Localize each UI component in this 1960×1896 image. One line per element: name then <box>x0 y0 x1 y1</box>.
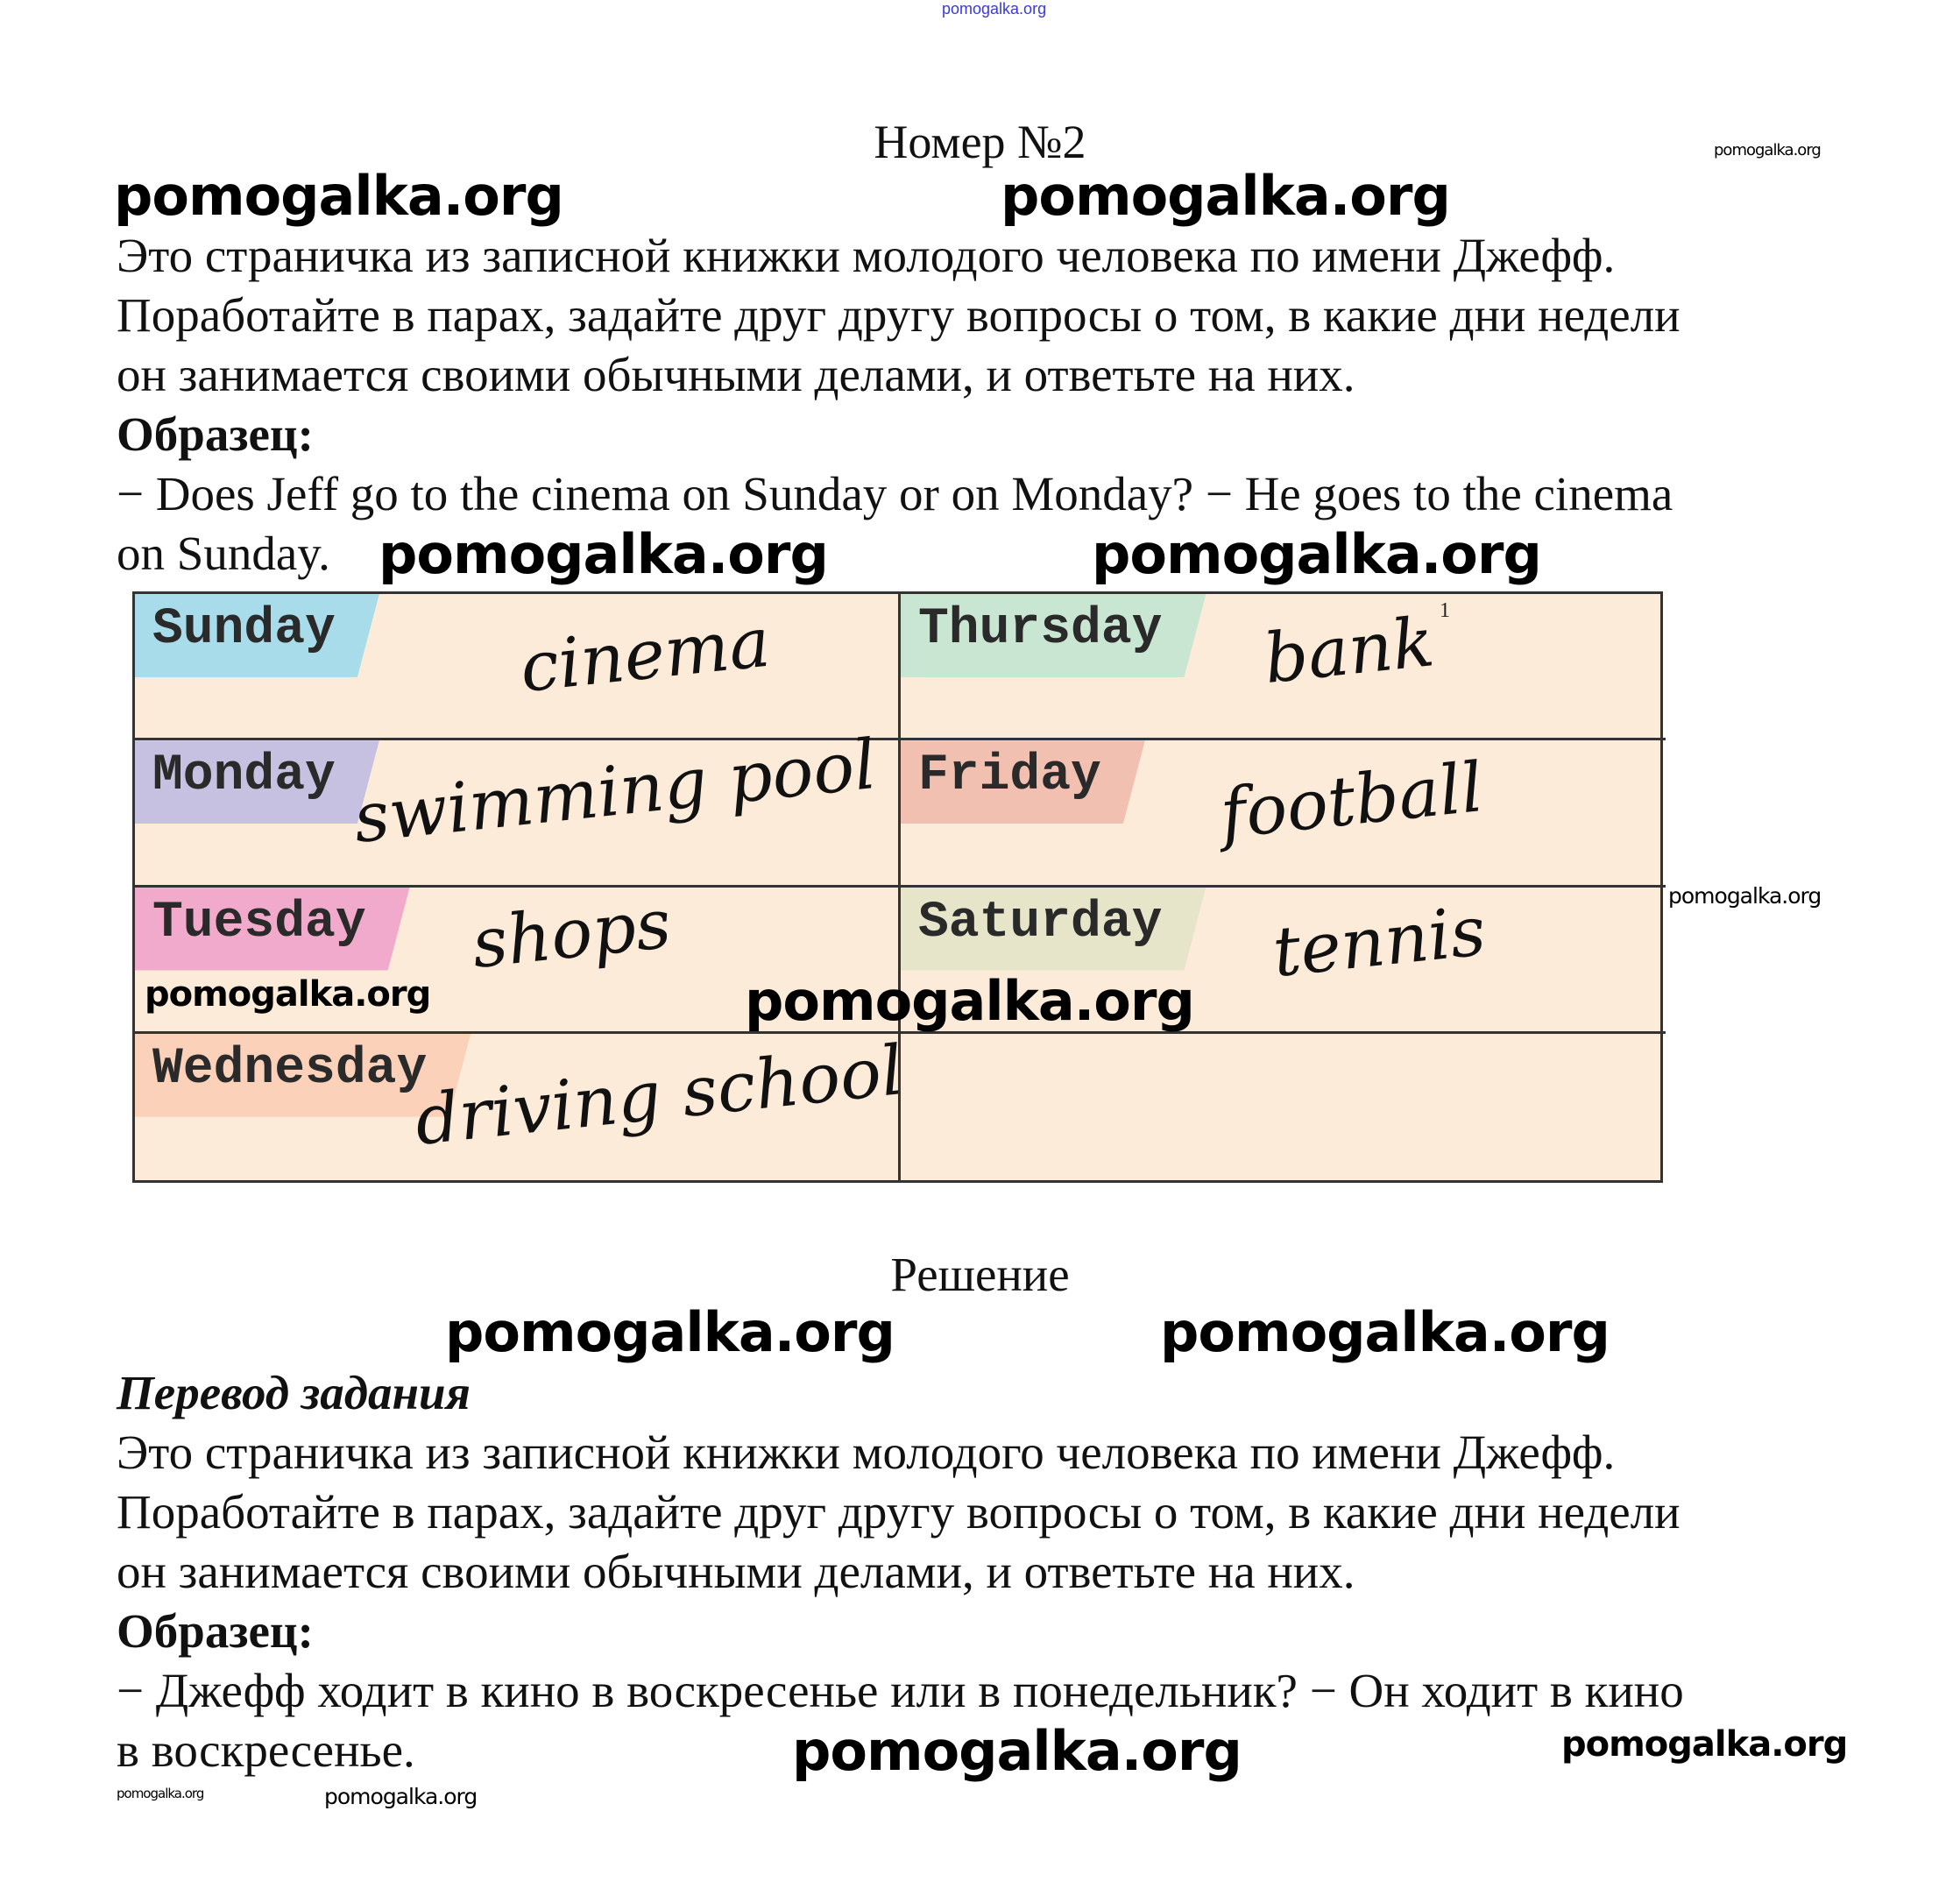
sample-label: Образец: <box>117 407 314 461</box>
table-cell-sunday: Sunday cinema <box>135 594 901 741</box>
watermark: pomogalka.org <box>1714 141 1822 159</box>
task-line: Поработайте в парах, задайте друг другу … <box>117 288 1681 342</box>
activity: driving school <box>411 1030 907 1161</box>
day-label: Sunday <box>135 594 379 677</box>
activity: bank <box>1260 603 1438 699</box>
watermark: pomogalka.org <box>117 1786 204 1801</box>
activity: cinema <box>516 603 774 708</box>
watermark: pomogalka.org <box>1001 164 1451 228</box>
translation-heading: Перевод задания <box>117 1366 471 1419</box>
table-cell-tuesday: Tuesday shops <box>135 884 901 1034</box>
watermark: pomogalka.org <box>445 1300 895 1364</box>
translation-sample-label: Образец: <box>117 1604 314 1658</box>
translation-line: Это страничка из записной книжки молодог… <box>117 1426 1616 1479</box>
activity: swimming pool <box>350 725 881 860</box>
solution-heading: Решение <box>890 1248 1070 1301</box>
watermark: pomogalka.org <box>145 974 431 1015</box>
watermark-top: pomogalka.org <box>942 0 1047 18</box>
task-line: он занимается своими обычными делами, и … <box>117 348 1355 401</box>
table-cell-wednesday: Wednesday driving school <box>135 1031 907 1180</box>
watermark: pomogalka.org <box>324 1784 478 1809</box>
day-label: Monday <box>135 740 379 824</box>
page-title: Номер №2 <box>874 116 1086 168</box>
footnote-mark: 1 <box>1440 599 1450 622</box>
translation-sample-line: − Джефф ходит в кино в воскресенье или в… <box>117 1664 1684 1717</box>
day-label: Friday <box>901 740 1145 824</box>
watermark: pomogalka.org <box>114 164 564 228</box>
watermark: pomogalka.org <box>1668 883 1822 909</box>
day-label: Thursday <box>901 594 1206 677</box>
translation-sample-line: в воскресенье. <box>117 1723 415 1777</box>
table-cell-monday: Monday swimming pool <box>135 725 901 888</box>
sample-line: − Does Jeff go to the cinema on Sunday o… <box>117 467 1673 520</box>
table-cell-saturday: Saturday tennis <box>901 888 1666 1034</box>
sample-line: on Sunday. <box>117 527 330 580</box>
day-label: Saturday <box>901 888 1206 971</box>
day-label: Tuesday <box>135 888 410 971</box>
table-cell-thursday: Thursday bank 1 <box>901 594 1666 741</box>
day-label: Wednesday <box>135 1034 471 1117</box>
watermark: pomogalka.org <box>1092 522 1542 586</box>
table-cell-empty <box>901 1034 1666 1180</box>
activity: shops <box>468 884 675 984</box>
watermark: pomogalka.org <box>379 522 829 586</box>
table-cell-friday: Friday football <box>901 740 1666 888</box>
translation-line: Поработайте в парах, задайте друг другу … <box>117 1485 1681 1539</box>
watermark: pomogalka.org <box>792 1719 1242 1783</box>
task-line: Это страничка из записной книжки молодог… <box>117 229 1616 282</box>
watermark: pomogalka.org <box>1561 1724 1848 1765</box>
schedule-table: Sunday cinema Thursday bank 1 Monday swi… <box>132 591 1666 1183</box>
activity: football <box>1216 748 1487 855</box>
watermark: pomogalka.org <box>745 969 1195 1033</box>
activity: tennis <box>1269 891 1489 993</box>
watermark: pomogalka.org <box>1160 1300 1610 1364</box>
translation-line: он занимается своими обычными делами, и … <box>117 1545 1355 1598</box>
